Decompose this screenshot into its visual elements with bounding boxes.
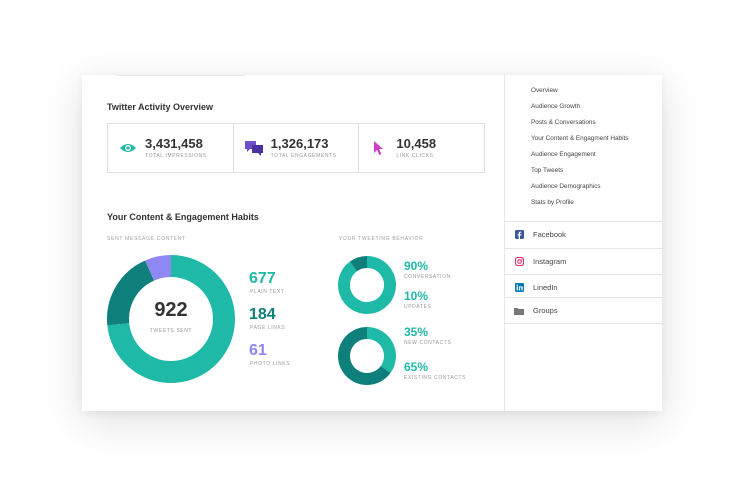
link-clicks-label: LINK CLICKS xyxy=(396,153,434,159)
network-instagram[interactable]: Instagram xyxy=(505,248,662,274)
photo-links-value: 61 xyxy=(249,342,267,359)
page-links-label: PAGE LINKS xyxy=(250,325,286,331)
donut-segment-updates xyxy=(349,256,368,272)
donut-segment-plain-text xyxy=(107,255,235,383)
instagram-label: Instagram xyxy=(533,257,567,266)
donut-segment-page-links xyxy=(107,260,155,326)
existing-contacts-label: EXISTING CONTACTS xyxy=(404,375,467,381)
new-contacts-label: NEW CONTACTS xyxy=(404,340,452,346)
folder-icon xyxy=(514,306,524,316)
contacts-donut xyxy=(338,327,396,385)
new-contacts-pct: 35% xyxy=(404,325,429,339)
eye-icon xyxy=(118,138,138,158)
groups-label: Groups xyxy=(533,306,558,315)
instagram-icon xyxy=(514,257,524,267)
main-panel: Twitter Activity Overview 3,431,458 TOTA… xyxy=(82,75,504,411)
chat-bubbles-icon xyxy=(244,138,264,158)
nav-item-overview[interactable]: Overview xyxy=(531,87,558,94)
donut-segment-new-contacts xyxy=(366,327,396,374)
nav-item-posts-conversations[interactable]: Posts & Conversations xyxy=(531,119,596,126)
nav-item-audience-engagement[interactable]: Audience Engagement xyxy=(531,151,596,158)
existing-contacts-pct: 65% xyxy=(404,360,429,374)
habits-title: Your Content & Engagement Habits xyxy=(107,212,259,222)
top-divider xyxy=(116,75,246,76)
conversation-pct: 90% xyxy=(404,259,429,273)
plain-text-value: 677 xyxy=(249,270,276,287)
tweets-total-value: 922 xyxy=(154,299,188,321)
network-groups[interactable]: Groups xyxy=(505,297,662,324)
page-links-value: 184 xyxy=(249,306,276,323)
tweets-total-label: TWEETS SENT xyxy=(149,328,193,334)
link-clicks-value: 10,458 xyxy=(396,136,437,151)
nav-item-audience-growth[interactable]: Audience Growth xyxy=(531,103,581,110)
stats-bar: 3,431,458 TOTAL IMPRESSIONS 1,326,173 TO… xyxy=(107,123,485,173)
updates-label: UPDATES xyxy=(404,304,432,310)
stat-link-clicks: 10,458 LINK CLICKS xyxy=(359,124,484,172)
nav-item-content-habits[interactable]: Your Content & Engagment Habits xyxy=(531,135,629,142)
analytics-card: Twitter Activity Overview 3,431,458 TOTA… xyxy=(82,75,662,411)
behavior-label: YOUR TWEETING BEHAVIOR xyxy=(339,236,424,242)
engagements-label: TOTAL ENGAGEMENTS xyxy=(270,153,337,159)
conversation-donut xyxy=(338,256,396,314)
facebook-icon xyxy=(514,230,524,240)
impressions-label: TOTAL IMPRESSIONS xyxy=(145,153,207,159)
sent-content-label: SENT MESSAGE CONTENT xyxy=(107,236,186,242)
impressions-value: 3,431,458 xyxy=(145,136,203,151)
donut-segment-photo-links xyxy=(145,255,172,281)
nav-item-stats-by-profile[interactable]: Stats by Profile xyxy=(531,199,574,206)
linkedin-icon xyxy=(514,283,524,293)
activity-title: Twitter Activity Overview xyxy=(107,102,214,112)
plain-text-label: PLAIN TEXT xyxy=(250,289,285,295)
cursor-icon xyxy=(369,138,389,158)
stat-engagements: 1,326,173 TOTAL ENGAGEMENTS xyxy=(234,124,360,172)
linkedin-label: LinedIn xyxy=(533,283,558,292)
conversation-label: CONVERSATION xyxy=(404,274,451,280)
photo-links-label: PHOTO LINKS xyxy=(250,361,291,367)
updates-pct: 10% xyxy=(404,289,429,303)
donut-segment-existing-contacts xyxy=(338,327,391,385)
nav-item-audience-demographics[interactable]: Audience Demographics xyxy=(531,183,601,190)
facebook-label: Facebook xyxy=(533,230,566,239)
sidebar: Overview Audience Growth Posts & Convers… xyxy=(504,75,662,411)
network-facebook[interactable]: Facebook xyxy=(505,221,662,247)
donut-segment-conversation xyxy=(338,256,396,314)
engagements-value: 1,326,173 xyxy=(270,136,329,151)
nav-item-top-tweets[interactable]: Top Tweets xyxy=(531,167,564,174)
stat-impressions: 3,431,458 TOTAL IMPRESSIONS xyxy=(108,124,234,172)
network-linkedin[interactable]: LinedIn xyxy=(505,274,662,300)
tweets-donut xyxy=(107,255,235,383)
